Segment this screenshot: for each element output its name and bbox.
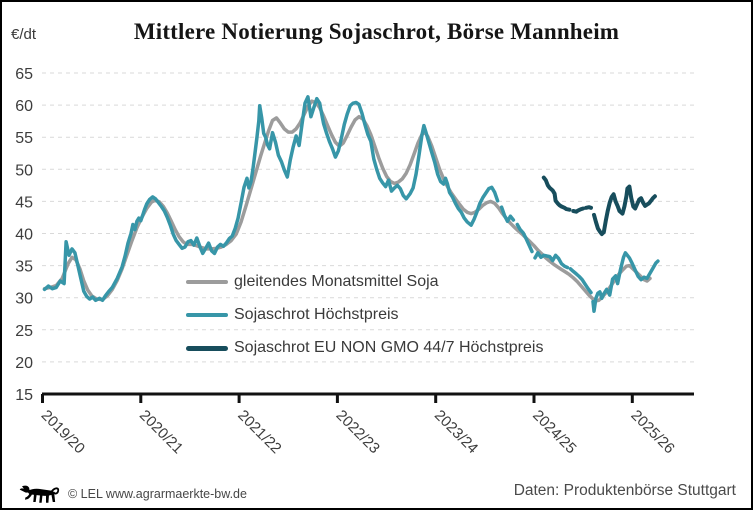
x-tick-label: 2020/21 (136, 407, 186, 457)
y-tick-label: 20 (15, 355, 33, 372)
page-title: Mittlere Notierung Sojaschrot, Börse Man… (133, 19, 620, 44)
series-line-1 (499, 205, 516, 224)
series-line-2 (584, 205, 593, 210)
series-line-2 (571, 206, 586, 214)
series-line-1 (568, 267, 593, 295)
y-tick-label: 60 (15, 98, 33, 115)
y-tick-label: 35 (15, 259, 33, 276)
series-line-1 (591, 251, 660, 313)
series-line-1 (515, 222, 534, 254)
y-tick-label: 25 (15, 323, 33, 340)
legend-line-gray (186, 279, 228, 285)
y-tick-label: 45 (15, 194, 33, 211)
lel-lion-logo (19, 485, 60, 503)
y-tick-label: 65 (15, 66, 33, 83)
x-tick-label: 2025/26 (627, 407, 677, 457)
y-tick-label: 40 (15, 227, 33, 244)
x-tick-label: 2023/24 (431, 407, 481, 457)
legend-item-non-gmo: Sojaschrot EU NON GMO 44/7 Höchstpreis (186, 337, 543, 359)
chart-legend: gleitendes Monatsmittel Soja Sojaschrot … (186, 271, 543, 370)
copyright-text: © LEL www.agrarmaerkte-bw.de (68, 487, 247, 501)
series-line-1 (533, 251, 570, 270)
legend-item-hoechstpreis: Sojaschrot Höchstpreis (186, 304, 543, 326)
legend-line-dark-teal (186, 345, 228, 351)
legend-label: Sojaschrot EU NON GMO 44/7 Höchstpreis (234, 339, 544, 356)
legend-label: gleitendes Monatsmittel Soja (234, 273, 439, 290)
legend-label: Sojaschrot Höchstpreis (234, 306, 399, 323)
y-tick-label: 50 (15, 162, 33, 179)
y-axis-unit-label: €/dt (11, 26, 37, 43)
footer-copyright: © LEL www.agrarmaerkte-bw.de (19, 482, 247, 506)
y-tick-label: 15 (15, 387, 33, 404)
y-tick-label: 55 (15, 130, 33, 147)
series-line-1 (42, 95, 500, 303)
x-tick-label: 2021/22 (234, 407, 284, 457)
series-line-2 (592, 184, 657, 237)
y-tick-label: 30 (15, 291, 33, 308)
x-tick-label: 2022/23 (333, 407, 383, 457)
x-tick-label: 2019/20 (38, 407, 88, 457)
x-tick-label: 2024/25 (529, 407, 579, 457)
legend-line-teal (186, 312, 228, 318)
data-source-text: Daten: Produktenbörse Stuttgart (513, 482, 736, 499)
legend-item-monatsmittel: gleitendes Monatsmittel Soja (186, 271, 543, 293)
series-line-2 (541, 175, 572, 212)
